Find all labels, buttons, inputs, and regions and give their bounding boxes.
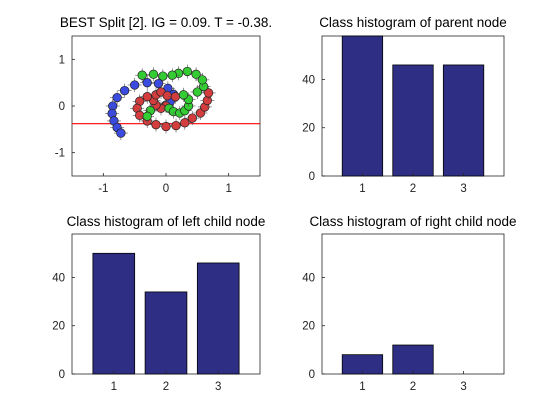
x-tick-label: 1 [359, 381, 365, 393]
scatter-point [113, 126, 128, 141]
scatter-point [177, 115, 192, 130]
x-tick-label: 3 [215, 381, 221, 393]
y-tick-label: 40 [52, 272, 65, 284]
scatter-ticks: -1 0 1 -1 0 1 [55, 54, 232, 195]
scatter-point [148, 117, 163, 132]
x-tick-label: 3 [460, 381, 466, 393]
scatter-point [190, 85, 205, 99]
bar-2 [144, 291, 188, 375]
y-tick-label: 0 [59, 101, 65, 113]
scatter-point [189, 67, 204, 82]
scatter-title: BEST Split [2]. IG = 0.09. T = -0.38. [60, 15, 272, 30]
parent-histogram-marks [341, 35, 485, 177]
bar-2 [392, 64, 434, 177]
y-tick-label: 0 [59, 369, 65, 381]
y-tick-label: 20 [302, 321, 315, 333]
y-tick-label: 20 [52, 321, 65, 333]
x-tick-label: 1 [225, 183, 231, 195]
scatter-point [130, 101, 145, 116]
parent-histogram-panel: Class histogram of parent node 1 2 3 0 20 40 [302, 15, 507, 195]
scatter-point [135, 68, 150, 83]
y-tick-label: 40 [302, 272, 315, 284]
x-tick-label: 0 [163, 183, 169, 195]
y-tick-label: 0 [309, 171, 315, 183]
scatter-point [176, 87, 191, 102]
x-tick-label: 2 [163, 381, 169, 393]
bar-3 [442, 64, 485, 177]
scatter-point [159, 119, 173, 134]
scatter-point [195, 72, 210, 87]
y-tick-label: -1 [55, 148, 65, 160]
x-tick-label: 3 [460, 183, 466, 195]
scatter-point [201, 85, 216, 100]
scatter-point [117, 83, 132, 98]
left-child-histogram-title: Class histogram of left child node [67, 214, 266, 229]
bar-3 [196, 262, 240, 375]
x-tick-label: 1 [111, 381, 117, 393]
scatter-point [140, 89, 155, 104]
right-child-histogram-ticks: 1 2 3 0 20 40 [302, 272, 467, 393]
parent-histogram-ticks: 1 2 3 0 20 40 [302, 74, 467, 195]
scatter-point [151, 76, 166, 91]
scatter-panel: BEST Split [2]. IG = 0.09. T = -0.38. -1… [55, 15, 272, 195]
x-tick-label: 1 [359, 183, 365, 195]
scatter-point [171, 66, 186, 81]
y-tick-label: 40 [302, 74, 315, 86]
bar-2 [392, 344, 434, 375]
scatter-point [165, 68, 180, 83]
scatter-point [110, 90, 125, 105]
x-tick-label: 2 [410, 183, 416, 195]
right-child-histogram-title: Class histogram of right child node [309, 214, 516, 229]
x-tick-label: 2 [410, 381, 416, 393]
y-tick-label: 1 [59, 54, 65, 66]
y-tick-label: 20 [302, 123, 315, 135]
parent-histogram-title: Class histogram of parent node [319, 15, 507, 30]
scatter-point [155, 69, 170, 84]
right-child-histogram-panel: Class histogram of right child node 1 2 3 0… [302, 214, 516, 393]
scatter-marks [72, 64, 260, 141]
y-tick-label: 0 [309, 369, 315, 381]
bar-1 [92, 252, 136, 375]
scatter-point [140, 75, 155, 90]
bar-1 [341, 35, 384, 177]
scatter-point [146, 67, 161, 82]
x-tick-label: -1 [98, 183, 108, 195]
left-child-histogram-ticks: 1 2 3 0 20 40 [52, 272, 221, 393]
left-child-histogram-panel: Class histogram of left child node 1 2 3 0 2… [52, 214, 265, 393]
scatter-point [185, 111, 200, 126]
left-child-histogram-marks [92, 252, 240, 375]
scatter-point [127, 78, 142, 92]
scatter-point [169, 118, 184, 133]
scatter-point [140, 109, 155, 124]
right-child-histogram-marks [341, 344, 434, 375]
scatter-point [132, 94, 147, 109]
